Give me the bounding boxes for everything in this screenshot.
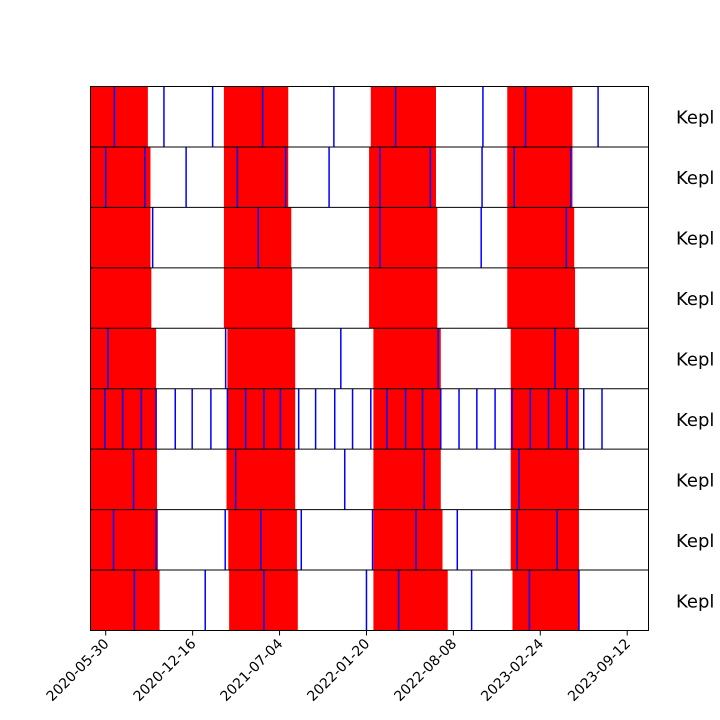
x-tick-label: 2020-05-30 xyxy=(44,636,113,705)
active-segment xyxy=(223,267,293,329)
plot-frame xyxy=(90,86,649,631)
row-label: Kepl xyxy=(676,591,714,612)
active-segment xyxy=(369,267,438,329)
active-segment xyxy=(373,509,443,571)
active-segment xyxy=(223,86,289,147)
active-segment xyxy=(90,207,151,268)
active-segment xyxy=(90,146,151,208)
x-tick-label: 2020-12-16 xyxy=(131,636,200,705)
x-tick-label: 2022-08-08 xyxy=(391,636,460,705)
active-segment xyxy=(373,328,441,389)
active-segment xyxy=(227,328,296,389)
active-segment xyxy=(510,328,579,389)
active-segment xyxy=(510,449,579,510)
row-label: Kepl xyxy=(676,470,714,491)
timeline-row: Kepl xyxy=(90,86,714,147)
timeline-row: Kepl xyxy=(90,146,714,208)
active-segment xyxy=(512,570,579,631)
active-segment xyxy=(90,86,148,147)
active-segment xyxy=(90,328,157,389)
timeline-row: Kepl xyxy=(90,388,714,450)
rows-layer: Kepl Kepl Kepl Kepl Kepl Kepl Kepl Kepl Kepl xyxy=(90,86,714,631)
active-segment xyxy=(90,509,158,571)
active-segment xyxy=(370,86,436,147)
active-segment xyxy=(90,449,157,510)
active-segment xyxy=(507,86,573,147)
row-label: Kepl xyxy=(676,531,714,552)
active-segment xyxy=(226,449,296,510)
active-segment xyxy=(228,509,297,571)
x-tick-label: 2021-07-04 xyxy=(218,636,287,705)
x-axis: 2020-05-30 2020-12-16 2021-07-04 2022-01-20… xyxy=(44,630,634,705)
x-tick-label: 2023-09-12 xyxy=(565,636,634,705)
active-segment xyxy=(510,388,579,450)
timeline-row: Kepl xyxy=(90,509,714,571)
timeline-row: Kepl xyxy=(90,206,714,268)
active-segment xyxy=(90,570,160,631)
row-label: Kepl xyxy=(676,289,714,310)
row-label: Kepl xyxy=(676,350,714,371)
active-segment xyxy=(373,449,441,510)
active-segment xyxy=(373,570,448,631)
active-segment xyxy=(90,267,152,329)
row-label: Kepl xyxy=(676,229,714,250)
active-segment xyxy=(507,267,576,329)
active-segment xyxy=(369,146,436,208)
active-segment xyxy=(227,388,296,450)
timeline-row: Kepl xyxy=(90,448,714,510)
row-label: Kepl xyxy=(676,168,714,189)
x-tick-label: 2023-02-24 xyxy=(478,636,547,705)
timeline-row: Kepl xyxy=(90,327,714,389)
row-label: Kepl xyxy=(676,108,714,129)
active-segment xyxy=(223,146,289,208)
active-segment xyxy=(510,509,579,571)
timeline-row: Kepl xyxy=(90,267,714,329)
x-tick-label: 2022-01-20 xyxy=(304,636,373,705)
row-label: Kepl xyxy=(676,410,714,431)
active-segment xyxy=(507,146,573,208)
active-segment xyxy=(373,388,441,450)
active-segment xyxy=(507,207,575,268)
timeline-row: Kepl xyxy=(90,569,714,631)
